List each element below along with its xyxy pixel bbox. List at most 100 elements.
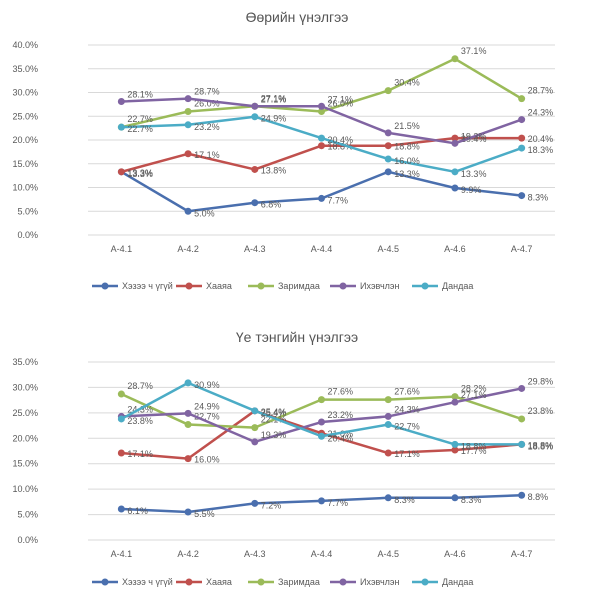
data-label: 27.1%	[261, 94, 287, 104]
x-tick-label: A-4.1	[111, 244, 133, 254]
y-tick-label: 15.0%	[12, 159, 38, 169]
x-tick-label: A-4.1	[111, 549, 133, 559]
legend-label: Дандаа	[442, 281, 473, 291]
data-point	[384, 494, 392, 502]
data-point	[251, 424, 259, 432]
legend-marker	[101, 578, 109, 586]
data-label: 7.7%	[328, 195, 349, 205]
data-label: 20.4%	[528, 134, 554, 144]
data-label: 25.4%	[261, 407, 287, 417]
y-tick-label: 15.0%	[12, 459, 38, 469]
legend-label: Дандаа	[442, 577, 473, 587]
data-point	[318, 497, 325, 505]
y-tick-label: 0.0%	[17, 230, 38, 240]
data-point	[318, 102, 325, 110]
data-point	[251, 165, 259, 173]
x-tick-label: A-4.7	[511, 244, 533, 254]
data-point	[384, 129, 392, 137]
chart-title: Үе тэнгийн үнэлгээ	[236, 329, 358, 345]
x-tick-label: A-4.6	[444, 244, 466, 254]
data-point	[384, 396, 392, 404]
data-point	[318, 134, 325, 142]
data-point	[518, 144, 526, 152]
data-label: 27.1%	[461, 390, 487, 400]
data-point	[384, 142, 392, 150]
data-point	[184, 121, 192, 129]
data-label: 22.7%	[194, 412, 220, 422]
data-label: 30.9%	[194, 380, 220, 390]
data-label: 8.8%	[528, 492, 549, 502]
data-point	[184, 455, 192, 463]
x-tick-label: A-4.5	[377, 549, 399, 559]
data-point	[451, 494, 459, 502]
data-point	[251, 199, 259, 207]
data-label: 9.9%	[461, 185, 482, 195]
legend-marker	[185, 282, 193, 290]
data-point	[251, 438, 259, 446]
data-label: 18.8%	[528, 441, 554, 451]
data-point	[318, 108, 325, 115]
data-label: 20.4%	[328, 135, 354, 145]
legend-marker	[339, 282, 347, 290]
data-label: 23.8%	[127, 416, 153, 426]
self-assessment-chart-svg: Өөрийн үнэлгээ 0.0% 5.0% 10.0% 15.0% 20.0% 25.…	[12, 9, 555, 291]
data-label: 23.8%	[528, 406, 554, 416]
self-assessment-chart: Өөрийн үнэлгээ 0.0% 5.0% 10.0% 15.0% 20.0% 25.…	[12, 9, 555, 291]
data-label: 37.1%	[461, 46, 487, 56]
data-label: 28.1%	[127, 90, 153, 100]
data-label: 7.2%	[261, 500, 282, 510]
data-label: 7.7%	[328, 498, 349, 508]
data-point	[251, 407, 259, 415]
data-label: 19.3%	[261, 430, 287, 440]
x-tick-label: A-4.2	[177, 549, 199, 559]
data-label: 18.8%	[461, 441, 487, 451]
data-point	[451, 139, 459, 147]
data-point	[318, 396, 325, 404]
data-label: 6.1%	[127, 506, 148, 516]
data-point	[251, 499, 259, 507]
legend-marker	[257, 282, 265, 290]
data-label: 27.6%	[328, 387, 354, 397]
data-point	[384, 168, 392, 176]
data-label: 17.1%	[394, 449, 420, 459]
peer-assessment-chart: Үе тэнгийн үнэлгээ 0.0% 5.0% 10.0% 15.0% 20.0…	[0, 320, 595, 587]
data-label: 21.5%	[394, 121, 420, 131]
data-label: 6.8%	[261, 200, 282, 210]
y-tick-label: 20.0%	[12, 433, 38, 443]
data-label: 26.0%	[328, 99, 354, 109]
data-point	[384, 412, 392, 420]
legend-marker	[101, 282, 109, 290]
data-label: 13.3%	[127, 169, 153, 179]
x-tick-label: A-4.6	[444, 549, 466, 559]
data-label: 25.4%	[261, 408, 287, 418]
data-point	[184, 379, 192, 387]
data-point	[451, 184, 459, 192]
data-label: 28.2%	[461, 384, 487, 394]
data-label: 30.4%	[394, 78, 420, 88]
data-label: 22.7%	[127, 114, 153, 124]
data-point	[518, 384, 526, 392]
data-point	[117, 449, 125, 457]
data-label: 24.9%	[261, 114, 287, 124]
data-label: 29.8%	[528, 376, 554, 386]
data-point	[451, 446, 459, 454]
data-label: 17.7%	[461, 446, 487, 456]
data-point	[518, 134, 526, 142]
data-label: 13.3%	[461, 169, 487, 179]
data-point	[184, 207, 192, 215]
y-tick-label: 35.0%	[12, 64, 38, 74]
y-tick-label: 5.0%	[17, 206, 38, 216]
legend-label: Заримдаа	[278, 281, 320, 291]
data-label: 16.0%	[194, 455, 220, 465]
legend-label: Хааяа	[206, 577, 232, 587]
y-tick-label: 40.0%	[12, 40, 38, 50]
legend-label: Заримдаа	[278, 577, 320, 587]
data-label: 26.0%	[194, 99, 220, 109]
legend-marker	[185, 578, 193, 586]
data-label: 5.0%	[194, 208, 215, 218]
legend-label: Хааяа	[206, 281, 232, 291]
y-tick-label: 30.0%	[12, 382, 38, 392]
data-point	[318, 418, 325, 426]
data-label: 28.7%	[528, 86, 554, 96]
data-point	[518, 192, 526, 200]
